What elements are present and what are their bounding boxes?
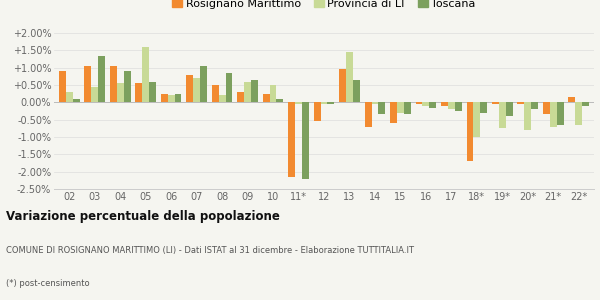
Bar <box>73 99 80 102</box>
Bar <box>524 102 531 130</box>
Bar <box>136 82 142 102</box>
Text: COMUNE DI ROSIGNANO MARITTIMO (LI) - Dati ISTAT al 31 dicembre - Elaborazione TU: COMUNE DI ROSIGNANO MARITTIMO (LI) - Dat… <box>6 246 414 255</box>
Bar <box>226 73 232 102</box>
Bar <box>575 102 582 125</box>
Bar <box>531 102 538 109</box>
Bar <box>422 102 430 106</box>
Bar <box>390 102 397 123</box>
Bar <box>320 102 328 104</box>
Bar <box>212 85 218 102</box>
Bar <box>244 82 251 102</box>
Bar <box>295 102 302 104</box>
Bar <box>175 94 181 102</box>
Bar <box>365 102 371 127</box>
Bar <box>550 102 557 127</box>
Bar <box>582 102 589 106</box>
Bar <box>193 78 200 102</box>
Bar <box>543 102 550 115</box>
Bar <box>149 82 156 102</box>
Bar <box>110 66 117 102</box>
Bar <box>371 102 379 104</box>
Bar <box>506 102 512 116</box>
Bar <box>379 102 385 115</box>
Bar <box>237 92 244 102</box>
Bar <box>161 94 168 102</box>
Bar <box>314 102 320 122</box>
Bar <box>499 102 506 128</box>
Bar <box>142 47 149 102</box>
Bar <box>480 102 487 113</box>
Bar <box>66 92 73 102</box>
Bar <box>117 83 124 102</box>
Bar <box>302 102 309 178</box>
Bar <box>346 52 353 102</box>
Bar <box>353 80 360 102</box>
Bar <box>288 102 295 177</box>
Bar <box>441 102 448 106</box>
Bar <box>339 69 346 102</box>
Bar <box>448 102 455 109</box>
Bar <box>124 71 131 102</box>
Text: (*) post-censimento: (*) post-censimento <box>6 279 89 288</box>
Bar <box>328 102 334 104</box>
Bar <box>467 102 473 161</box>
Bar <box>473 102 480 137</box>
Bar <box>404 102 411 115</box>
Bar <box>568 97 575 102</box>
Bar <box>430 102 436 107</box>
Bar <box>492 102 499 104</box>
Bar <box>91 87 98 102</box>
Bar <box>168 95 175 102</box>
Bar <box>277 99 283 102</box>
Bar <box>397 102 404 113</box>
Text: Variazione percentuale della popolazione: Variazione percentuale della popolazione <box>6 210 280 223</box>
Bar <box>263 94 269 102</box>
Bar <box>517 102 524 104</box>
Bar <box>455 102 461 111</box>
Bar <box>218 95 226 102</box>
Bar <box>98 56 105 102</box>
Bar <box>59 71 66 102</box>
Bar <box>200 66 207 102</box>
Bar <box>416 102 422 104</box>
Bar <box>557 102 563 125</box>
Legend: Rosignano Marittimo, Provincia di LI, Toscana: Rosignano Marittimo, Provincia di LI, To… <box>168 0 480 14</box>
Bar <box>269 85 277 102</box>
Bar <box>85 66 91 102</box>
Bar <box>251 80 258 102</box>
Bar <box>187 75 193 102</box>
